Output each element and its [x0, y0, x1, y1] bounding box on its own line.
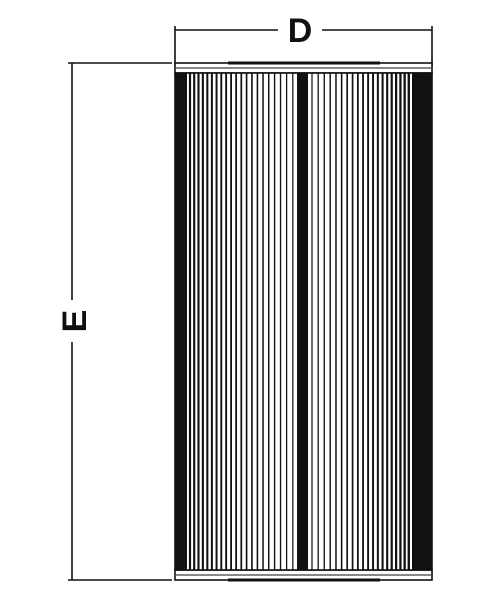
filter-cartridge — [174, 61, 433, 582]
pleats-group — [188, 73, 410, 570]
dimension-d — [174, 26, 433, 66]
dimension-e — [68, 62, 172, 581]
center-dark-band — [297, 73, 308, 570]
left-dark-edge — [175, 73, 187, 570]
dimension-e-label: E — [56, 310, 94, 333]
right-dark-edge — [412, 73, 432, 570]
dimension-d-label: D — [288, 12, 313, 50]
